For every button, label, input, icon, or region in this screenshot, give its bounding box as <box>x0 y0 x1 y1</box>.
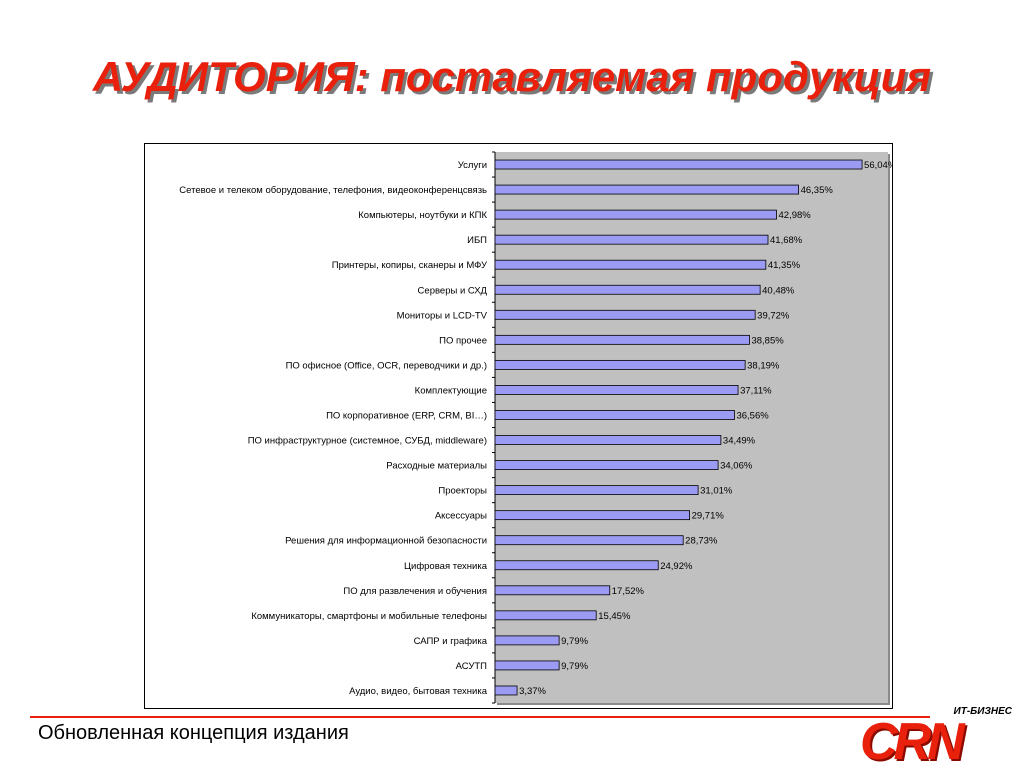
bar <box>494 284 761 295</box>
category-label: Аудио, видео, бытовая техника <box>349 686 488 697</box>
category-label: Коммуникаторы, смартфоны и мобильные тел… <box>251 611 487 622</box>
footer-caption: Обновленная концепция издания <box>38 722 349 744</box>
category-label: ПО прочее <box>439 335 487 346</box>
data-label: 38,85% <box>751 335 784 346</box>
data-label: 36,56% <box>736 410 769 421</box>
data-label: 37,11% <box>740 385 772 396</box>
category-label: ПО инфраструктурное (системное, СУБД, mi… <box>248 436 487 447</box>
data-label: 41,68% <box>770 235 803 246</box>
bar <box>494 309 756 320</box>
category-label: Принтеры, копиры, сканеры и МФУ <box>332 260 488 271</box>
category-label: ПО для развлечения и обучения <box>343 586 487 597</box>
bar <box>494 485 699 496</box>
category-label: Серверы и СХД <box>418 285 488 296</box>
data-label: 41,35% <box>768 260 801 271</box>
bar <box>494 159 863 170</box>
data-label: 40,48% <box>762 285 795 296</box>
data-label: 56,04% <box>864 160 892 171</box>
bar <box>494 334 750 345</box>
bar <box>494 410 735 420</box>
data-label: 17,52% <box>612 586 645 597</box>
bar <box>494 184 799 195</box>
logo-text: CRN <box>860 713 965 771</box>
bar <box>494 460 719 470</box>
bar <box>494 560 659 571</box>
category-label: Расходные материалы <box>386 461 487 472</box>
category-label: Компьютеры, ноутбуки и КПК <box>358 210 487 221</box>
bar-chart: Услуги 56,04% Сетевое и телеком оборудован… <box>179 151 892 705</box>
crn-logo: ИТ-БИЗНЕС CRN <box>860 706 1020 771</box>
logo-subtitle: ИТ-БИЗНЕС <box>953 706 1012 717</box>
data-label: 9,79% <box>561 636 588 647</box>
data-label: 28,73% <box>685 536 718 547</box>
data-label: 31,01% <box>700 486 733 497</box>
bar <box>494 585 611 596</box>
category-label: Аксессуары <box>435 511 487 522</box>
bar <box>494 359 746 370</box>
data-label: 46,35% <box>801 185 834 196</box>
bar <box>494 660 560 671</box>
category-label: Проекторы <box>438 486 487 497</box>
footer-divider <box>30 716 930 718</box>
data-label: 38,19% <box>747 360 780 371</box>
bar <box>494 435 722 445</box>
data-label: 9,79% <box>561 661 588 672</box>
bar <box>494 685 518 696</box>
category-label: САПР и графика <box>414 636 488 647</box>
category-label: Цифровая техника <box>404 561 488 572</box>
chart-area: Услуги 56,04% Сетевое и телеком оборудован… <box>144 143 893 709</box>
category-label: Мониторы и LCD-TV <box>397 310 488 321</box>
bar <box>494 234 769 245</box>
data-label: 34,49% <box>723 436 756 447</box>
data-label: 42,98% <box>779 210 812 221</box>
data-label: 34,06% <box>720 461 753 472</box>
plot-area <box>495 152 888 703</box>
data-label: 24,92% <box>660 561 693 572</box>
data-label: 15,45% <box>598 611 631 622</box>
bar <box>494 259 767 270</box>
data-label: 3,37% <box>519 686 546 697</box>
category-label: АСУТП <box>456 661 488 672</box>
category-label: ИБП <box>467 235 487 246</box>
category-label: Решения для информационной безопасности <box>285 536 487 547</box>
category-label: ПО офисное (Office, OCR, переводчики и д… <box>286 360 487 371</box>
category-label: Сетевое и телеком оборудование, телефони… <box>179 185 487 196</box>
slide-title: АУДИТОРИЯ: поставляемая продукция <box>92 53 932 100</box>
category-label: Услуги <box>458 160 487 171</box>
category-label: ПО корпоративное (ERP, CRM, BI…) <box>326 410 487 421</box>
bar <box>494 209 777 220</box>
data-label: 29,71% <box>692 511 725 522</box>
data-label: 39,72% <box>757 310 790 321</box>
bar <box>494 610 597 621</box>
bar <box>494 385 739 395</box>
category-label: Комплектующие <box>415 385 487 396</box>
bar <box>494 510 691 521</box>
bar <box>494 635 560 646</box>
bar <box>494 535 684 546</box>
